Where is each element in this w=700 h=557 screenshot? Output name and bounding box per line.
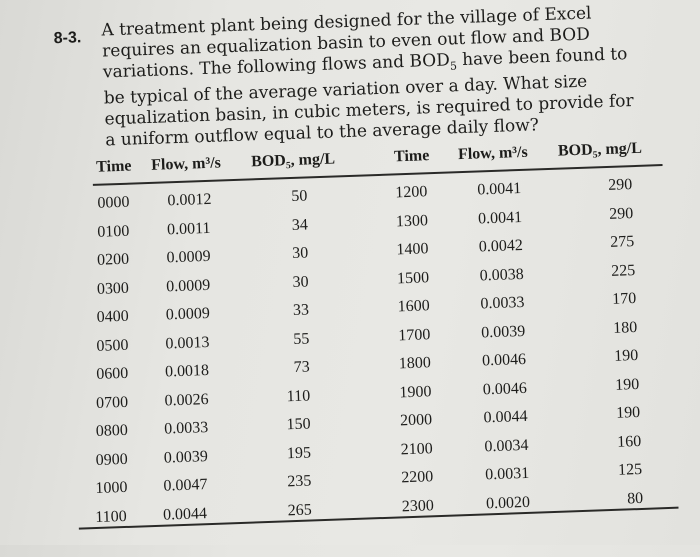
- cell-time-right: 1400: [396, 240, 429, 259]
- cell-time-right: 1800: [398, 354, 432, 373]
- cell-bod-right: 160: [616, 432, 642, 451]
- cell-flow-left: 0.0009: [166, 247, 211, 267]
- cell-flow-right: 0.0034: [484, 436, 529, 455]
- cell-flow-right: 0.0020: [485, 493, 531, 512]
- cell-time-right: 2100: [400, 439, 433, 458]
- problem-statement: A treatment plant being designed for the…: [101, 3, 634, 151]
- cell-bod-left: 30: [292, 272, 309, 291]
- header-bod-left: BOD₅, mg/L: [250, 150, 336, 171]
- cell-flow-right: 0.0039: [480, 322, 526, 341]
- cell-flow-left: 0.0013: [165, 333, 210, 352]
- cell-flow-left: 0.0047: [163, 476, 208, 495]
- cell-time-right: 1900: [399, 382, 432, 401]
- cell-time-left: 0300: [96, 279, 130, 298]
- cell-bod-right: 290: [608, 204, 634, 223]
- cell-time-left: 0100: [97, 222, 130, 241]
- cell-bod-left: 55: [293, 329, 310, 348]
- cell-bod-right: 125: [617, 460, 643, 479]
- cell-bod-right: 275: [609, 233, 635, 251]
- cell-bod-left: 195: [286, 443, 312, 462]
- cell-flow-left: 0.0039: [163, 447, 209, 467]
- cell-bod-left: 33: [292, 301, 310, 320]
- cell-flow-right: 0.0046: [481, 350, 527, 370]
- cell-time-right: 2300: [401, 496, 435, 515]
- cell-time-left: 0400: [96, 307, 129, 326]
- cell-bod-left: 110: [286, 386, 311, 405]
- cell-time-right: 1200: [395, 183, 428, 202]
- cell-bod-right: 170: [611, 290, 637, 308]
- cell-bod-left: 30: [291, 244, 309, 263]
- header-flow-right: Flow, m³/s: [457, 143, 528, 164]
- cell-time-left: 1100: [94, 507, 127, 526]
- cell-time-right: 1300: [395, 211, 429, 230]
- cell-time-left: 0900: [95, 450, 128, 469]
- cell-time-left: 0700: [95, 393, 129, 412]
- cell-time-left: 0500: [96, 336, 129, 355]
- header-time-left: Time: [95, 157, 132, 176]
- cell-bod-right: 225: [610, 261, 636, 280]
- cell-flow-right: 0.0044: [483, 407, 528, 427]
- cell-bod-left: 150: [286, 415, 311, 434]
- cell-flow-right: 0.0041: [477, 208, 523, 227]
- cell-time-left: 0800: [95, 421, 129, 440]
- cell-flow-right: 0.0042: [478, 236, 524, 256]
- cell-flow-right: 0.0046: [482, 379, 528, 398]
- cell-time-left: 0600: [95, 364, 129, 383]
- cell-flow-right: 0.0031: [484, 464, 530, 484]
- header-bod-right: BOD₅, mg/L: [557, 139, 643, 160]
- cell-time-right: 1500: [396, 268, 430, 287]
- cell-bod-right: 290: [607, 176, 633, 194]
- cell-time-right: 2000: [399, 411, 433, 430]
- cell-flow-left: 0.0012: [167, 190, 212, 210]
- cell-bod-right: 180: [612, 318, 638, 337]
- header-time-right: Time: [393, 147, 430, 166]
- cell-bod-right: 190: [615, 403, 641, 422]
- cell-flow-left: 0.0018: [164, 361, 210, 381]
- cell-time-left: 0000: [97, 193, 130, 212]
- cell-flow-left: 0.0011: [166, 219, 211, 238]
- cell-bod-right: 190: [613, 347, 639, 365]
- cell-flow-right: 0.0041: [476, 179, 522, 199]
- cell-flow-left: 0.0033: [163, 419, 209, 438]
- header-flow-left: Flow, m³/s: [150, 154, 222, 174]
- problem-number: 8-3.: [53, 29, 82, 48]
- cell-time-right: 1700: [398, 325, 431, 344]
- cell-bod-left: 34: [291, 215, 309, 234]
- cell-bod-right: 80: [626, 489, 644, 507]
- cell-time-right: 2200: [400, 468, 434, 487]
- cell-bod-left: 73: [293, 358, 311, 377]
- cell-time-left: 1000: [95, 478, 128, 498]
- cell-flow-right: 0.0038: [479, 265, 524, 284]
- cell-bod-left: 265: [287, 500, 313, 519]
- cell-flow-left: 0.0009: [165, 304, 211, 324]
- cell-flow-left: 0.0026: [164, 390, 209, 410]
- cell-time-left: 0200: [96, 250, 130, 269]
- cell-bod-left: 235: [287, 472, 312, 491]
- cell-bod-right: 190: [614, 375, 640, 394]
- cell-flow-left: 0.0009: [165, 276, 211, 295]
- cell-bod-left: 50: [291, 187, 308, 205]
- cell-flow-left: 0.0044: [162, 504, 208, 524]
- cell-time-right: 1600: [397, 297, 430, 316]
- cell-flow-right: 0.0033: [480, 293, 525, 313]
